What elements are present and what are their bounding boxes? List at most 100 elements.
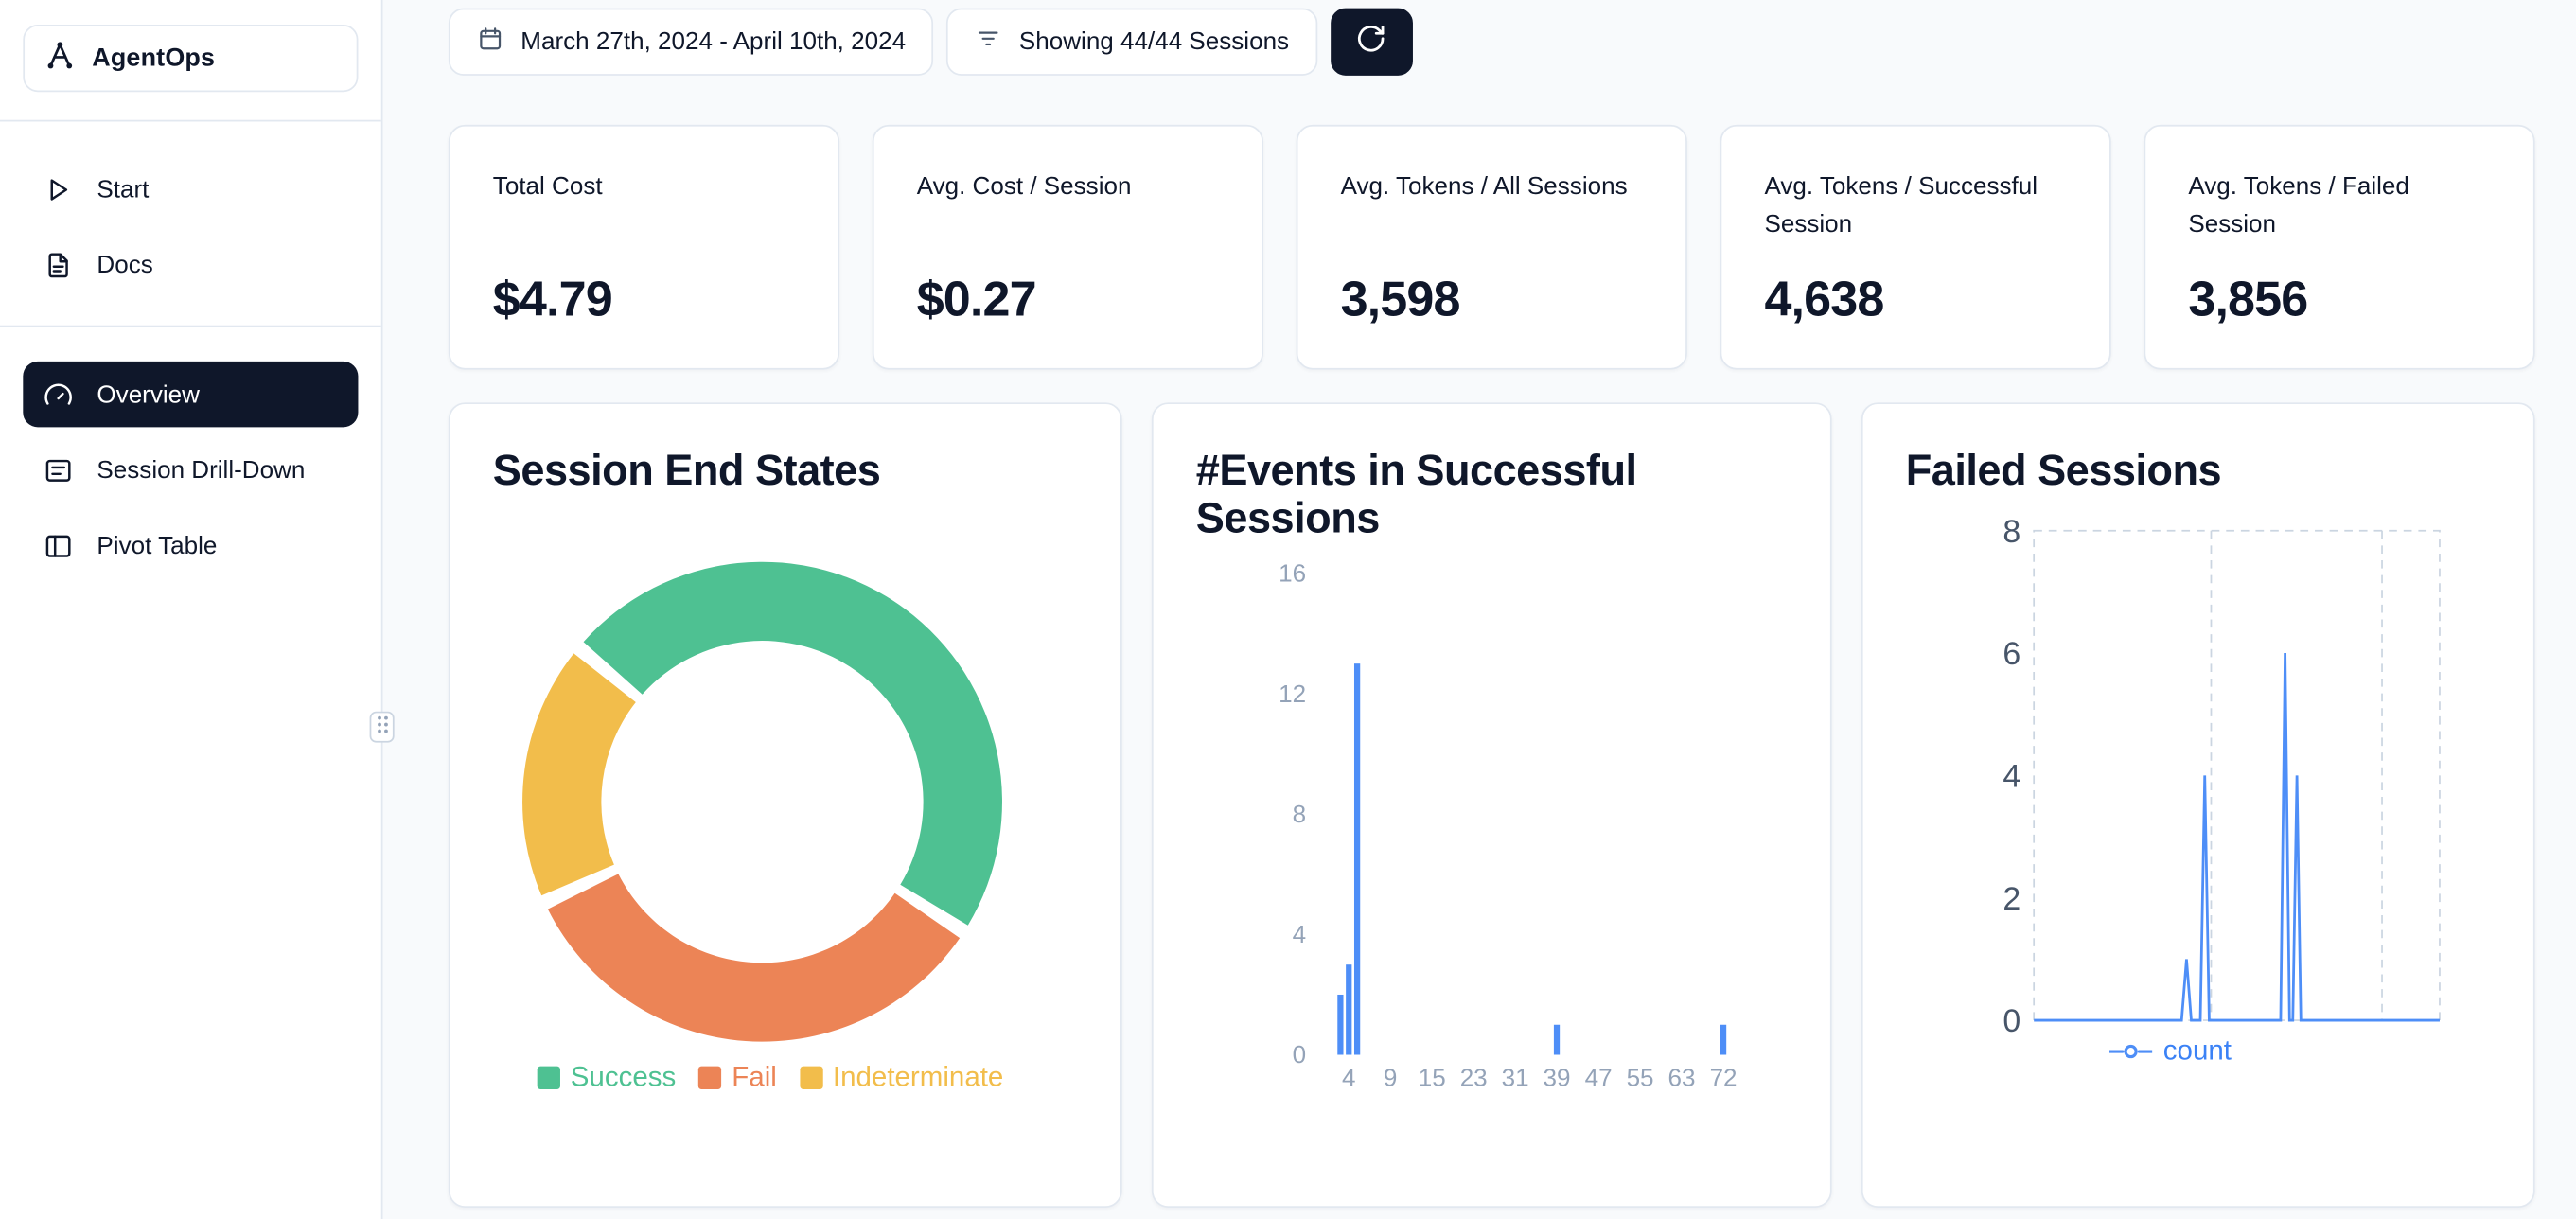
- bar[interactable]: [1553, 1024, 1561, 1055]
- bar[interactable]: [1720, 1024, 1727, 1055]
- sidebar-item-label: Start: [97, 174, 150, 203]
- legend-item-indeterminate[interactable]: Indeterminate: [800, 1061, 1003, 1094]
- main-content: March 27th, 2024 - April 10th, 2024 Show…: [382, 0, 2576, 1219]
- line-y-tick-label: 4: [2003, 759, 2020, 795]
- line-legend-label[interactable]: count: [2162, 1034, 2232, 1067]
- stat-card-total-cost: Total Cost $4.79: [448, 124, 840, 370]
- failed-sessions-card: Failed Sessions 0 2 4 6 8 count: [1861, 402, 2535, 1208]
- calendar-icon: [480, 27, 502, 50]
- bar-x-tick-label: 63: [1667, 1063, 1695, 1091]
- stats-row: Total Cost $4.79 Avg. Cost / Session $0.27 A…: [448, 124, 2535, 370]
- stat-value: 3,598: [1340, 273, 1461, 327]
- play-icon: [50, 178, 68, 200]
- stat-label: Avg. Cost / Session: [916, 172, 1132, 201]
- bar-x-tick-label: 9: [1384, 1063, 1397, 1091]
- bar-y-tick-label: 16: [1279, 559, 1306, 588]
- bar-x-tick-label: 55: [1627, 1063, 1654, 1091]
- bar[interactable]: [1337, 994, 1344, 1055]
- sidebar-item-label: Overview: [97, 380, 200, 409]
- bar[interactable]: [1346, 964, 1352, 1055]
- legend-item-success[interactable]: Success: [537, 1061, 677, 1094]
- stat-label: Total Cost: [492, 172, 603, 201]
- line-y-tick-label: 6: [2003, 636, 2020, 672]
- failed-sessions-line-chart: 0 2 4 6 8: [2003, 514, 2441, 1039]
- legend-swatch: [698, 1066, 722, 1089]
- sessions-filter-button[interactable]: Showing 44/44 Sessions: [946, 8, 1317, 76]
- stat-card-avg-tokens-failed-session: Avg. Tokens / Failed Session 3,856: [2144, 124, 2535, 370]
- sidebar-item-label: Docs: [97, 250, 153, 279]
- legend-item-fail[interactable]: Fail: [698, 1061, 777, 1094]
- events-histogram-card: #Events in Successful Sessions 0 4 8 12 16 4 9…: [1151, 402, 1832, 1208]
- stat-card-avg-tokens-successful-session: Avg. Tokens / Successful Session 4,638: [1720, 124, 2111, 370]
- sidebar-item-label: Pivot Table: [97, 531, 218, 560]
- sidebar-nav-main: Overview Session Drill-Down Pivot Table: [0, 327, 381, 578]
- app-title: AgentOps: [92, 44, 216, 72]
- bar-x-tick-label: 15: [1419, 1063, 1446, 1091]
- sidebar-nav-top: Start Docs: [0, 121, 381, 297]
- app-logo[interactable]: AgentOps: [23, 25, 359, 93]
- sidebar-item-overview[interactable]: Overview: [23, 361, 359, 428]
- toolbar: March 27th, 2024 - April 10th, 2024 Show…: [448, 8, 2535, 76]
- donut-segment-success[interactable]: [583, 561, 1002, 926]
- session-end-states-donut: [522, 561, 1002, 1042]
- sidebar: AgentOps Start Docs Overview Session Drill…: [0, 0, 383, 1219]
- sidebar-divider: [0, 325, 381, 327]
- stat-label: Avg. Tokens / Successful Session: [1764, 172, 2038, 238]
- bar-y-tick-label: 8: [1293, 800, 1306, 828]
- sessions-filter-label: Showing 44/44 Sessions: [1018, 27, 1290, 57]
- drilldown-icon: [45, 458, 71, 482]
- legend-label: Success: [570, 1061, 677, 1093]
- bar-x-tick-label: 39: [1544, 1063, 1571, 1091]
- stat-label: Avg. Tokens / All Sessions: [1340, 172, 1628, 201]
- sidebar-item-start[interactable]: Start: [23, 156, 358, 221]
- legend-swatch: [537, 1066, 561, 1089]
- chart-title: Failed Sessions: [1905, 445, 2222, 495]
- date-range-button[interactable]: March 27th, 2024 - April 10th, 2024: [448, 8, 934, 76]
- bar-x-tick-label: 4: [1342, 1063, 1355, 1091]
- docs-icon: [48, 252, 68, 277]
- bar-x-tick-label: 23: [1460, 1063, 1488, 1091]
- agentops-logo-icon: [47, 41, 73, 68]
- legend-label: Fail: [732, 1061, 777, 1093]
- sidebar-divider: [0, 119, 381, 122]
- sidebar-item-label: Session Drill-Down: [97, 455, 306, 485]
- gauge-icon: [44, 382, 72, 404]
- bar-y-tick-label: 4: [1293, 920, 1306, 948]
- line-series-icon: [2108, 1044, 2152, 1059]
- bar-y-tick-label: 12: [1279, 680, 1306, 708]
- stat-value: 4,638: [1764, 273, 1884, 327]
- stat-card-avg-cost-session: Avg. Cost / Session $0.27: [872, 124, 1263, 370]
- chart-title: Session End States: [492, 445, 881, 495]
- stat-value: $0.27: [916, 273, 1037, 327]
- session-end-states-card: Session End States Success Fail Indetermin…: [448, 402, 1122, 1208]
- bar[interactable]: [1353, 663, 1361, 1055]
- count-line: [2034, 653, 2440, 1022]
- donut-segment-fail[interactable]: [547, 874, 961, 1042]
- filter-icon: [979, 31, 999, 46]
- line-legend: count: [1863, 1035, 2478, 1069]
- stat-value: 3,856: [2188, 273, 2308, 327]
- plot-border: [2033, 529, 2441, 1021]
- line-y-tick-label: 8: [2003, 514, 2020, 550]
- refresh-icon: [1358, 26, 1385, 52]
- charts-row: Session End States Success Fail Indetermin…: [448, 402, 2535, 1208]
- sidebar-item-pivot-table[interactable]: Pivot Table: [23, 513, 358, 578]
- donut-segment-indeterminate[interactable]: [522, 653, 636, 896]
- legend-label: Indeterminate: [832, 1061, 1004, 1093]
- stat-card-avg-tokens-all-sessions: Avg. Tokens / All Sessions 3,598: [1296, 124, 1687, 370]
- pivot-table-icon: [45, 534, 71, 556]
- legend-swatch: [800, 1066, 823, 1089]
- sidebar-item-session-drill-down[interactable]: Session Drill-Down: [23, 437, 358, 503]
- line-y-tick-label: 0: [2003, 1003, 2020, 1039]
- bar-y-tick-label: 0: [1293, 1040, 1306, 1069]
- bar-x-tick-label: 31: [1502, 1063, 1529, 1091]
- chart-title: #Events in Successful Sessions: [1195, 445, 1637, 543]
- stat-label: Avg. Tokens / Failed Session: [2188, 172, 2409, 238]
- bar-x-tick-label: 47: [1585, 1063, 1613, 1091]
- bar-x-tick-label: 72: [1710, 1063, 1738, 1091]
- sidebar-resize-handle[interactable]: [369, 711, 395, 743]
- grip-dots-icon: [377, 715, 388, 733]
- sidebar-item-docs[interactable]: Docs: [23, 232, 358, 297]
- refresh-button[interactable]: [1330, 8, 1413, 76]
